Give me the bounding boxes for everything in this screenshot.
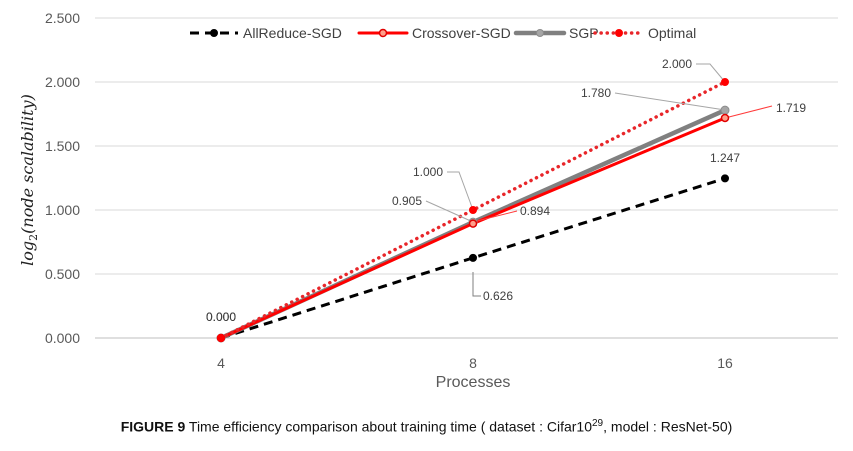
legend: AllReduce-SGD Crossover-SGD SGP Optimal xyxy=(190,25,696,41)
caption-superscript: 29 xyxy=(592,418,604,429)
legend-label: Optimal xyxy=(648,25,696,41)
chart: 0.000 0.500 1.000 1.500 2.000 2.500 4 8 16 0.00… xyxy=(18,10,838,391)
y-axis-title: log2(node scalability) xyxy=(18,94,40,266)
data-point xyxy=(217,334,225,342)
caption-text: Time efficiency comparison about trainin… xyxy=(185,418,592,435)
x-tick-label: 8 xyxy=(469,355,477,371)
data-label: 1.780 xyxy=(581,86,611,100)
legend-marker xyxy=(615,29,623,37)
legend-label: SGP xyxy=(569,25,599,41)
series-markers xyxy=(216,78,730,343)
data-point xyxy=(720,113,730,123)
y-tick-label: 2.500 xyxy=(45,10,80,26)
data-label: 0.905 xyxy=(392,194,422,208)
data-point xyxy=(720,105,730,115)
data-label: 0.894 xyxy=(520,204,550,218)
data-labels: 0.0000.0000.6261.2470.8941.7190.9051.780… xyxy=(206,57,806,324)
data-label: 0.626 xyxy=(483,289,513,303)
label-leader-lines xyxy=(425,63,773,297)
leader-line xyxy=(425,200,474,223)
data-label: 1.247 xyxy=(710,151,740,165)
series-line-optimal xyxy=(219,80,727,340)
gridlines xyxy=(95,17,838,339)
data-point xyxy=(468,219,478,228)
x-tick-label: 4 xyxy=(217,355,225,371)
leader-line xyxy=(447,171,474,211)
x-axis-ticks: 4 8 16 xyxy=(217,355,733,371)
legend-marker xyxy=(378,28,388,38)
leader-line xyxy=(614,92,726,111)
y-axis-ticks: 0.000 0.500 1.000 1.500 2.000 2.500 xyxy=(45,10,80,346)
leader-line xyxy=(696,63,726,83)
data-label: 2.000 xyxy=(662,57,692,71)
caption-text-end: , model : ResNet-50) xyxy=(603,418,733,435)
legend-label: AllReduce-SGD xyxy=(243,25,342,41)
figure-caption: FIGURE 9 Time efficiency comparison abou… xyxy=(0,418,853,435)
leader-line xyxy=(724,105,773,119)
y-tick-label: 1.000 xyxy=(45,202,80,218)
data-point xyxy=(469,206,477,214)
caption-label: FIGURE 9 xyxy=(120,418,186,435)
data-label: 1.719 xyxy=(776,101,806,115)
data-label: 1.000 xyxy=(413,165,443,179)
legend-marker xyxy=(210,29,218,37)
y-tick-label: 1.500 xyxy=(45,138,80,154)
series-line-crossover-sgd xyxy=(219,116,727,340)
y-tick-label: 2.000 xyxy=(45,74,80,90)
series-line-allreduce-sgd xyxy=(220,176,726,340)
leader-line xyxy=(472,272,481,297)
x-tick-label: 16 xyxy=(717,355,733,371)
legend-marker xyxy=(536,29,544,37)
data-label: 0.000 xyxy=(206,310,236,324)
leader-line xyxy=(472,210,518,223)
y-tick-label: 0.000 xyxy=(45,330,80,346)
x-axis-title: Processes xyxy=(436,374,511,391)
data-point xyxy=(721,78,729,86)
y-tick-label: 0.500 xyxy=(45,266,80,282)
data-point xyxy=(721,174,729,183)
legend-label: Crossover-SGD xyxy=(412,25,511,41)
data-label: 0.000 xyxy=(206,310,236,324)
data-point xyxy=(469,253,477,262)
